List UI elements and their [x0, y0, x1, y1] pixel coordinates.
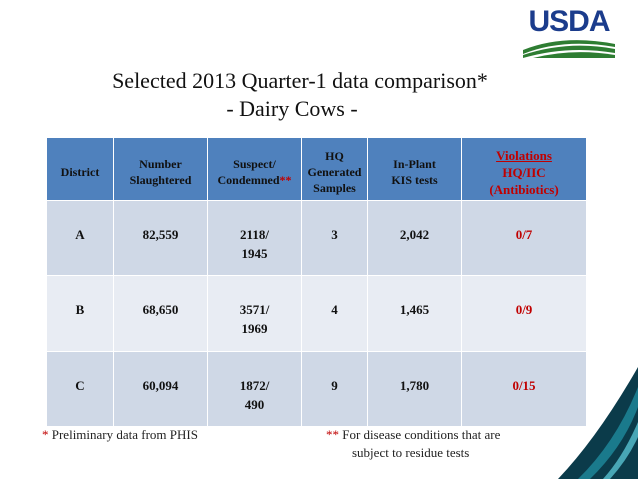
cell-district: A: [46, 200, 114, 276]
slide-subtitle: - Dairy Cows -: [226, 96, 358, 121]
cell-slaughtered: 60,094: [113, 351, 208, 427]
footnote-disease-continued: subject to residue tests: [352, 445, 470, 460]
header-suspect-line1: Suspect/: [233, 157, 276, 171]
cell-suspect-condemned: 3571/ 1969: [207, 275, 302, 352]
header-violations-line3: (Antibiotics): [489, 181, 559, 197]
cell-suspect: 2118/: [240, 227, 269, 242]
cell-slaughtered: 68,650: [113, 275, 208, 352]
footnote-preliminary-mark: *: [42, 427, 49, 442]
cell-slaughtered: 82,559: [113, 200, 208, 276]
cell-kis-tests: 1,780: [367, 351, 462, 427]
footnote-preliminary: * Preliminary data from PHIS: [42, 427, 198, 443]
cell-violations: 0/7: [461, 200, 587, 276]
header-district-label: District: [60, 165, 100, 179]
footnote-disease-mark: **: [326, 427, 339, 442]
header-hq-line3: Samples: [313, 181, 356, 195]
usda-logo: USDA: [519, 6, 619, 58]
header-district: District: [46, 137, 114, 201]
header-inplant-line2: KIS tests: [391, 173, 438, 187]
header-hq-samples: HQ Generated Samples: [301, 137, 368, 201]
table-row: A 82,559 2118/ 1945 3 2,042 0/7: [46, 200, 587, 276]
cell-hq-samples: 3: [301, 200, 368, 276]
slide-title: Selected 2013 Quarter-1 data comparison*: [112, 68, 488, 93]
header-inplant-kis: In-Plant KIS tests: [367, 137, 462, 201]
cell-violations: 0/15: [461, 351, 587, 427]
cell-suspect-condemned: 1872/ 490: [207, 351, 302, 427]
header-violations-line1: Violations: [496, 147, 552, 163]
footnote-disease-text-line1: For disease conditions that are: [339, 427, 501, 442]
cell-district: B: [46, 275, 114, 352]
header-hq-line2: Generated: [307, 165, 362, 179]
cell-suspect: 3571/: [239, 302, 270, 317]
usda-logo-hills-icon: [523, 40, 615, 58]
cell-hq-samples: 9: [301, 351, 368, 427]
table-row: B 68,650 3571/ 1969 4 1,465 0/9: [46, 275, 587, 352]
table-header-row: District Number Slaughtered Suspect/ Con…: [46, 137, 587, 201]
header-number-slaughtered: Number Slaughtered: [113, 137, 208, 201]
cell-district: C: [46, 351, 114, 427]
footnote-preliminary-text: Preliminary data from PHIS: [48, 427, 198, 442]
cell-condemned: 490: [244, 397, 265, 412]
footnote-disease: ** For disease conditions that are: [326, 427, 500, 443]
cell-kis-tests: 2,042: [367, 200, 462, 276]
cell-condemned: 1969: [241, 321, 268, 336]
header-number-line2: Slaughtered: [129, 173, 192, 187]
cell-suspect: 1872/: [239, 378, 270, 393]
header-number-line1: Number: [139, 157, 182, 171]
cell-suspect-condemned: 2118/ 1945: [207, 200, 302, 276]
usda-logo-text: USDA: [528, 5, 610, 38]
header-suspect-line2: Condemned: [217, 173, 280, 187]
corner-swoosh-decoration: [558, 367, 638, 479]
header-suspect-footnote-mark: **: [279, 173, 292, 187]
cell-violations: 0/9: [461, 275, 587, 352]
header-suspect-condemned: Suspect/ Condemned**: [207, 137, 302, 201]
data-table: District Number Slaughtered Suspect/ Con…: [46, 137, 587, 427]
cell-hq-samples: 4: [301, 275, 368, 352]
header-hq-line1: HQ: [325, 149, 344, 163]
header-violations: Violations HQ/IIC (Antibiotics): [461, 137, 587, 201]
table-row: C 60,094 1872/ 490 9 1,780 0/15: [46, 351, 587, 427]
header-inplant-line1: In-Plant: [393, 157, 436, 171]
cell-kis-tests: 1,465: [367, 275, 462, 352]
cell-condemned: 1945: [241, 246, 268, 261]
header-violations-line2: HQ/IIC: [502, 164, 546, 180]
